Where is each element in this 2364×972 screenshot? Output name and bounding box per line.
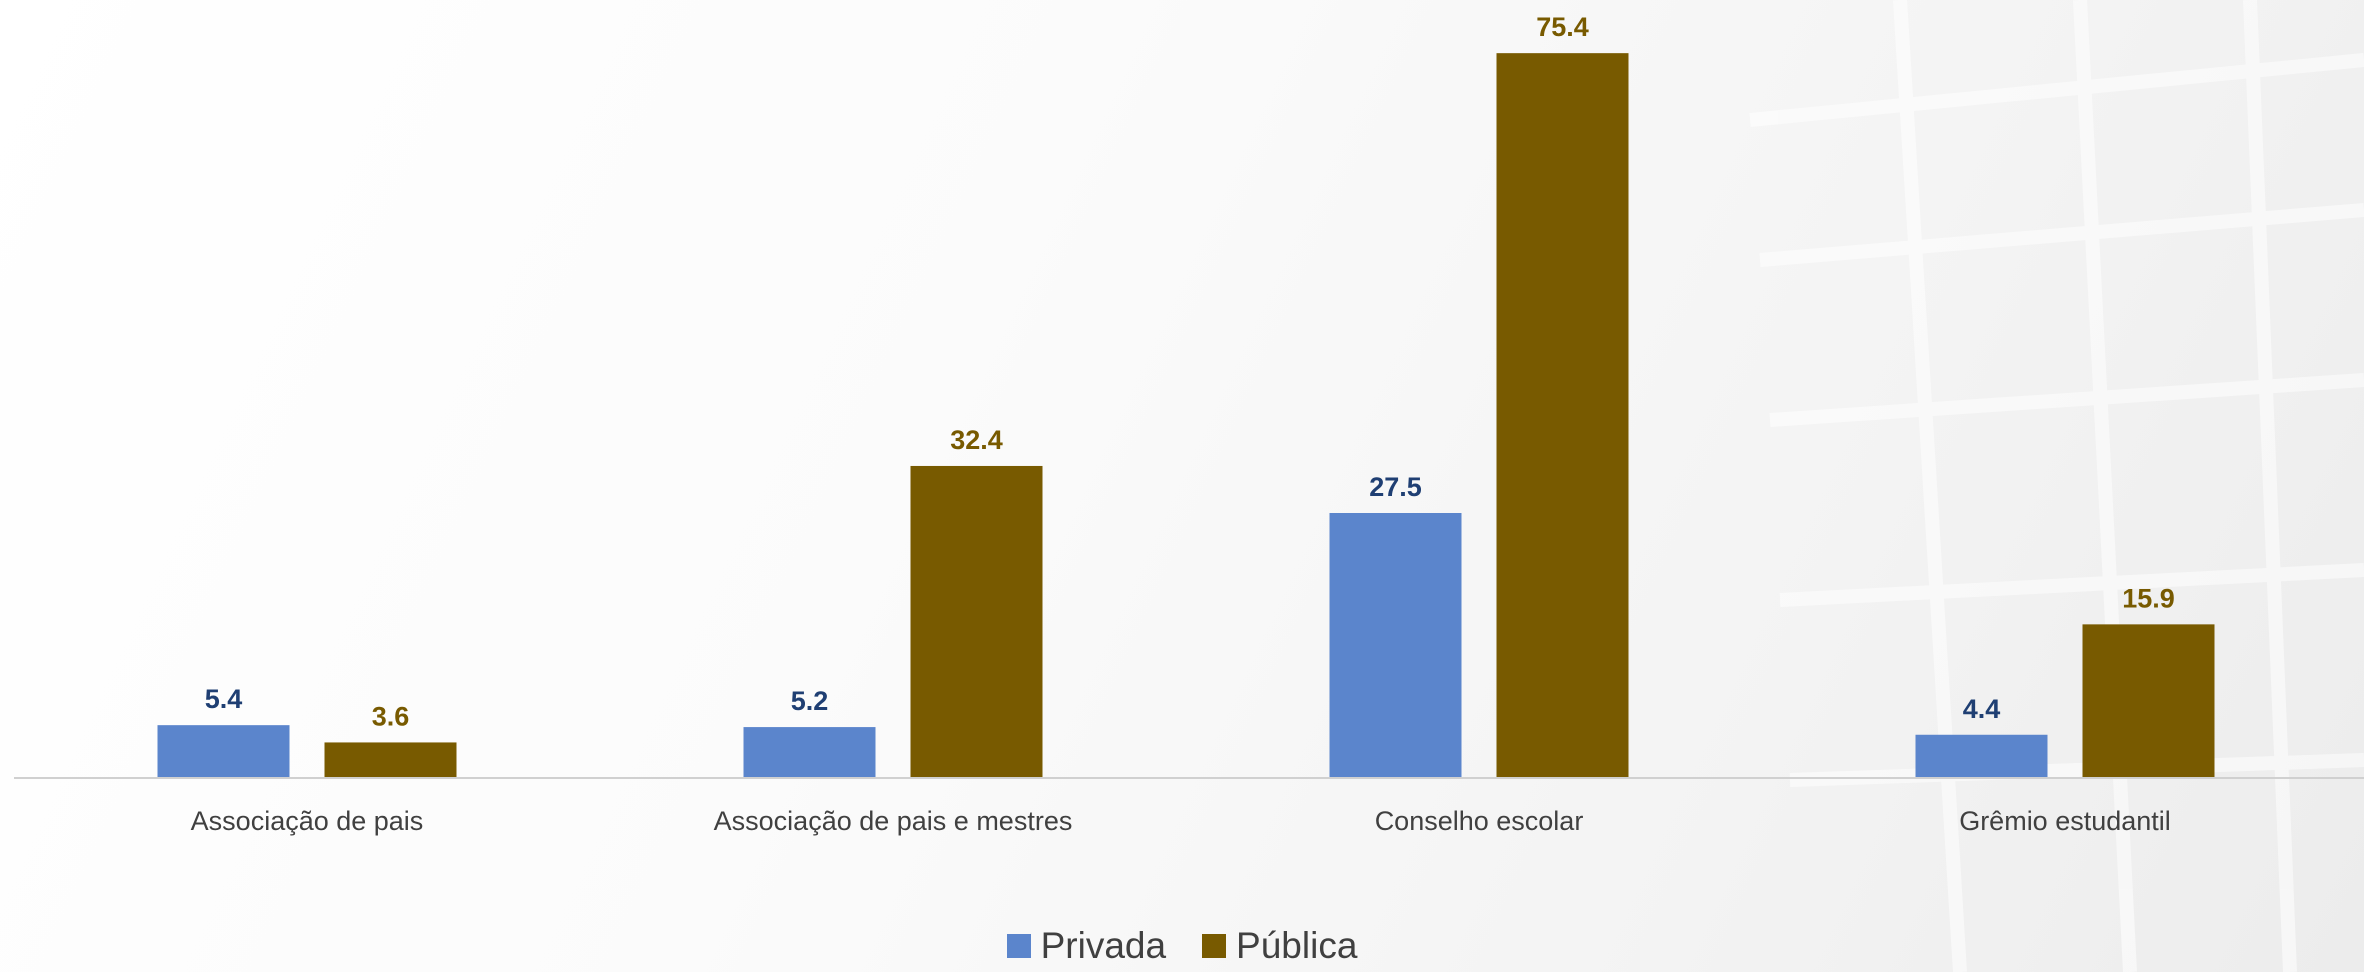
legend-label-privada: Privada — [1040, 925, 1167, 966]
legend-swatch-privada — [1006, 934, 1031, 958]
x-tick-label-associacao-de-pais-e-mestres: Associação de pais e mestres — [714, 806, 1073, 836]
bar-privada-gremio-estudantil — [1915, 734, 2048, 777]
value-label-privada-conselho-escolar: 27.5 — [1369, 472, 1422, 502]
bar-publica-associacao-de-pais — [324, 742, 457, 777]
bar-privada-conselho-escolar — [1329, 513, 1462, 777]
value-label-publica-associacao-de-pais: 3.6 — [372, 701, 410, 731]
value-label-publica-conselho-escolar: 75.4 — [1536, 12, 1589, 42]
value-label-privada-gremio-estudantil: 4.4 — [1963, 694, 2001, 724]
value-label-publica-associacao-de-pais-e-mestres: 32.4 — [950, 425, 1003, 455]
legend-label-publica: Pública — [1236, 925, 1358, 966]
x-tick-label-associacao-de-pais: Associação de pais — [191, 806, 424, 836]
value-label-privada-associacao-de-pais: 5.4 — [205, 684, 243, 714]
bar-publica-associacao-de-pais-e-mestres — [910, 465, 1043, 777]
bar-publica-gremio-estudantil — [2082, 624, 2215, 777]
value-label-publica-gremio-estudantil: 15.9 — [2122, 583, 2175, 613]
x-tick-label-gremio-estudantil: Grêmio estudantil — [1959, 806, 2171, 836]
bar-privada-associacao-de-pais — [157, 725, 290, 777]
x-tick-label-conselho-escolar: Conselho escolar — [1375, 806, 1584, 836]
legend: Privada Pública — [0, 926, 2364, 966]
value-label-privada-associacao-de-pais-e-mestres: 5.2 — [791, 686, 829, 716]
bar-privada-associacao-de-pais-e-mestres — [743, 727, 876, 777]
bar-publica-conselho-escolar — [1496, 53, 1629, 778]
legend-swatch-publica — [1202, 934, 1227, 958]
legend-item-privada: Privada — [1006, 925, 1167, 966]
legend-item-publica: Pública — [1202, 926, 1357, 966]
